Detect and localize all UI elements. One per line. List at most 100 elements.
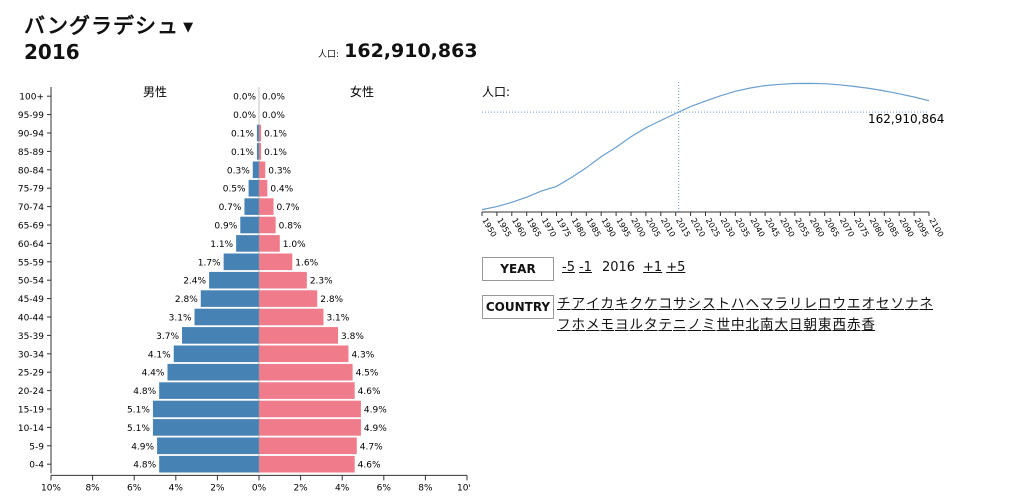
country-link[interactable]: モ	[600, 317, 615, 333]
country-link[interactable]: ネ	[919, 296, 934, 312]
y-tick-label: 0-4	[29, 461, 44, 471]
country-link[interactable]: レ	[803, 296, 818, 312]
male-bar	[157, 437, 259, 455]
male-bar	[209, 271, 259, 289]
country-link[interactable]: ロ	[818, 296, 832, 312]
female-bar	[259, 143, 262, 160]
female-bar	[259, 290, 318, 307]
highlight-value-label: 162,910,864	[868, 112, 944, 126]
female-bar	[259, 124, 262, 142]
country-link[interactable]: 西	[832, 317, 847, 333]
year-label: YEAR	[482, 257, 554, 281]
male-bar	[152, 419, 259, 436]
year-plus5-link[interactable]: +5	[666, 260, 686, 275]
country-link[interactable]: カ	[600, 296, 615, 312]
y-tick-label: 75-79	[18, 185, 44, 195]
country-link[interactable]: 中	[731, 317, 745, 333]
population-total: 人口: 162,910,863	[318, 40, 478, 62]
year-minus5-link[interactable]: -5	[562, 260, 575, 275]
male-bar	[244, 198, 259, 215]
country-link[interactable]: 大	[774, 317, 789, 333]
country-link[interactable]: ル	[629, 317, 644, 333]
year-controls: -5 -1 2016 +1 +5	[562, 260, 689, 275]
female-bar	[259, 216, 276, 234]
country-link[interactable]: オ	[861, 296, 876, 312]
country-link[interactable]: ア	[571, 296, 586, 312]
female-value-label: 4.9%	[364, 424, 387, 434]
female-value-label: 0.1%	[264, 148, 287, 158]
female-value-label: 4.6%	[358, 461, 381, 471]
female-value-label: 0.1%	[264, 130, 287, 140]
female-label: 女性	[350, 84, 374, 99]
y-tick-label: 85-89	[18, 148, 44, 158]
male-bar	[252, 161, 259, 179]
country-selector[interactable]: バングラデシュ ▼	[24, 10, 194, 40]
country-link[interactable]: フ	[557, 317, 571, 333]
country-link[interactable]: メ	[586, 317, 600, 333]
country-link[interactable]: チ	[557, 296, 571, 312]
country-index: チアイカキクケコサシストハヘマラリレロウエオセソナネフホメモヨルタテニノミ世中北…	[557, 294, 937, 336]
female-bar	[259, 437, 357, 455]
y-tick-label: 100+	[19, 93, 44, 103]
country-link[interactable]: ク	[629, 296, 644, 312]
x-tick-label: 2%	[210, 483, 225, 493]
country-link[interactable]: ノ	[687, 317, 702, 333]
country-link[interactable]: ニ	[673, 317, 687, 333]
country-link[interactable]: ヘ	[745, 296, 760, 312]
y-tick-label: 35-39	[18, 332, 44, 342]
male-bar	[248, 179, 259, 197]
country-link[interactable]: ミ	[702, 317, 716, 333]
female-bar	[259, 198, 274, 215]
country-link[interactable]: 赤	[847, 317, 861, 333]
y-tick-label: 50-54	[18, 277, 44, 287]
country-link[interactable]: ス	[702, 296, 716, 312]
country-link[interactable]: ト	[716, 296, 731, 312]
country-link[interactable]: コ	[658, 296, 673, 312]
x-tick-label: 0%	[252, 483, 267, 493]
country-link[interactable]: タ	[644, 317, 658, 333]
male-value-label: 0.0%	[233, 111, 256, 121]
female-value-label: 4.5%	[356, 369, 379, 379]
x-tick-label: 4%	[335, 483, 350, 493]
male-bar	[256, 143, 259, 160]
country-link[interactable]: テ	[658, 317, 673, 333]
country-link[interactable]: イ	[586, 296, 600, 312]
country-link[interactable]: 日	[789, 317, 803, 333]
country-link[interactable]: エ	[847, 296, 861, 312]
country-link[interactable]: 北	[745, 317, 760, 333]
country-link[interactable]: シ	[687, 296, 702, 312]
country-link[interactable]: マ	[760, 296, 774, 312]
female-value-label: 4.9%	[364, 406, 387, 416]
country-link[interactable]: 朝	[803, 317, 818, 333]
country-link[interactable]: 東	[818, 317, 832, 333]
male-bar	[159, 382, 259, 399]
x-tick-label: 10%	[457, 483, 470, 493]
country-link[interactable]: 香	[861, 317, 876, 333]
country-link[interactable]: ケ	[644, 296, 658, 312]
country-link[interactable]: ソ	[890, 296, 905, 312]
country-link[interactable]: 世	[716, 317, 731, 333]
male-bar	[223, 253, 259, 271]
country-link[interactable]: サ	[673, 296, 687, 312]
country-link[interactable]: ハ	[731, 296, 745, 312]
year-plus1-link[interactable]: +1	[643, 260, 663, 275]
country-link[interactable]: ホ	[571, 317, 586, 333]
country-link[interactable]: ヨ	[615, 317, 629, 333]
country-link[interactable]: ナ	[905, 296, 919, 312]
male-value-label: 0.5%	[223, 185, 246, 195]
male-value-label: 0.3%	[227, 166, 250, 176]
female-bar	[259, 308, 324, 326]
female-value-label: 2.3%	[310, 277, 333, 287]
year-minus1-link[interactable]: -1	[578, 260, 592, 275]
country-link[interactable]: リ	[789, 296, 803, 312]
female-bar	[259, 400, 361, 418]
country-link[interactable]: キ	[615, 296, 629, 312]
country-name: バングラデシュ	[24, 14, 180, 38]
male-bar	[200, 290, 259, 307]
country-link[interactable]: ラ	[774, 296, 789, 312]
country-link[interactable]: 南	[760, 317, 774, 333]
x-tick-label: 6%	[377, 483, 392, 493]
country-link[interactable]: セ	[876, 296, 890, 312]
country-link[interactable]: ウ	[832, 296, 847, 312]
female-bar	[259, 382, 355, 399]
